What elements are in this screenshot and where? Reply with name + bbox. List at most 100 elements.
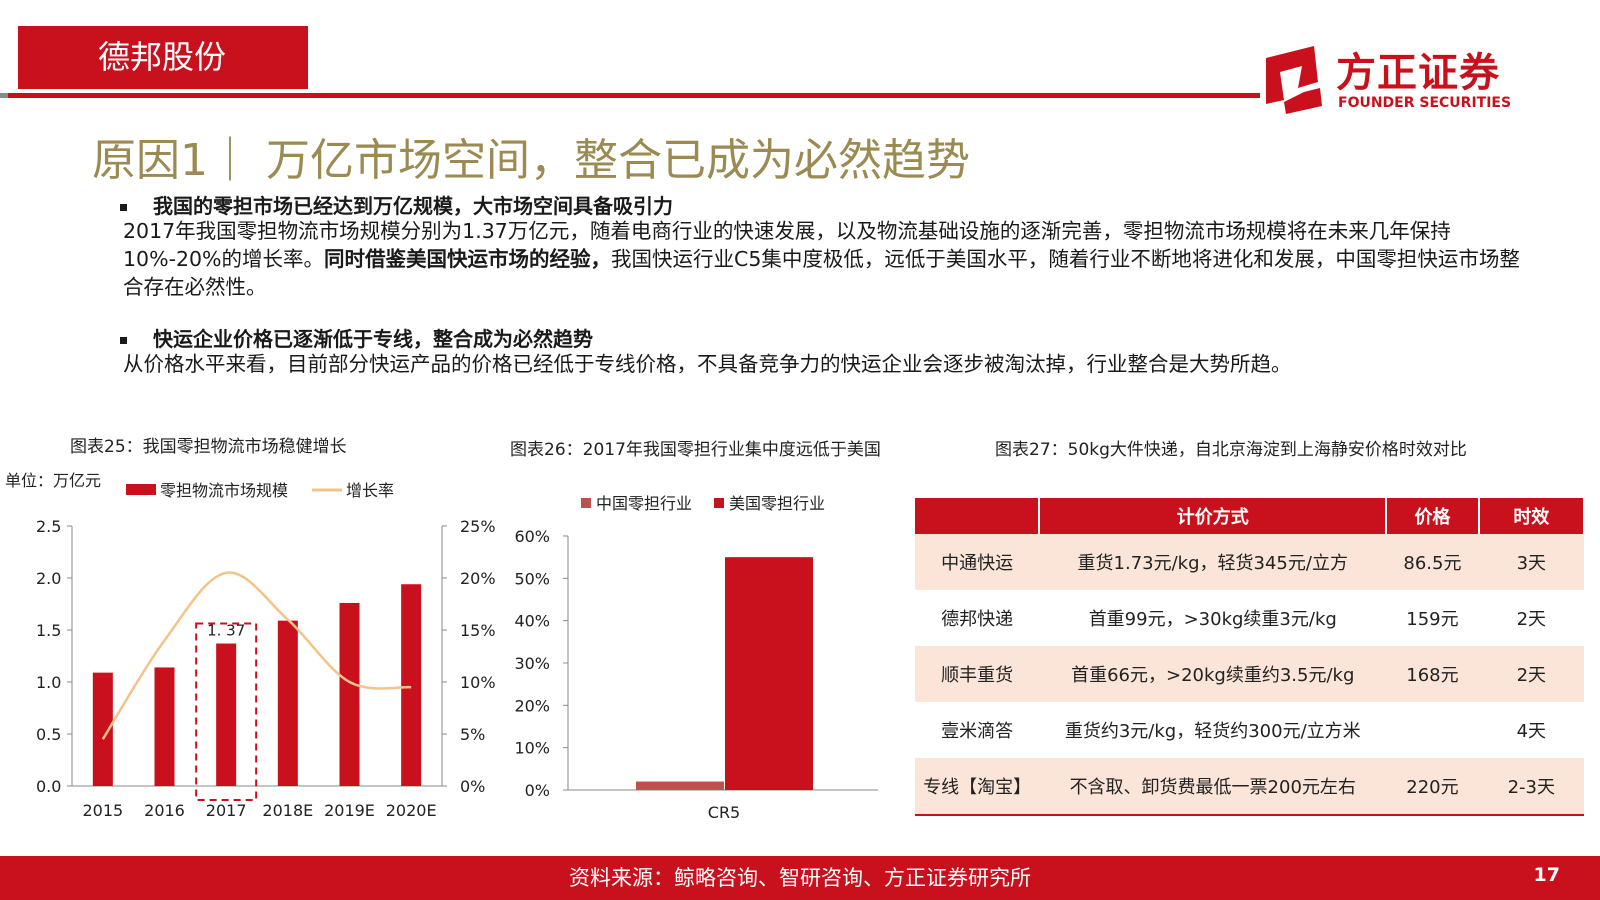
- y2-tick-label: 25%: [460, 517, 496, 536]
- bullet-icon: [120, 337, 127, 344]
- table-header-cell: 价格: [1386, 498, 1480, 534]
- legend-swatch: [714, 498, 724, 508]
- y-tick-label: 1.5: [36, 621, 61, 640]
- y2-tick-label: 20%: [460, 569, 496, 588]
- y-tick-label: 30%: [514, 654, 550, 673]
- brand-logo: 方正证券 FOUNDER SECURITIES: [1258, 40, 1538, 120]
- table-row: 壹米滴答 重货约3元/kg，轻货约300元/立方米 4天: [915, 702, 1584, 758]
- chart26-caption: 图表26：2017年我国零担行业集中度远低于美国: [510, 440, 881, 460]
- y2-tick-label: 15%: [460, 621, 496, 640]
- company-tag: 德邦股份: [18, 26, 308, 89]
- y2-tick-label: 10%: [460, 673, 496, 692]
- y-tick-label: 60%: [514, 527, 550, 546]
- y-tick-label: 10%: [514, 739, 550, 758]
- header-divider-accent: [0, 93, 8, 98]
- y-tick-label: 2.5: [36, 517, 61, 536]
- table-row: 德邦快递 首重99元，>30kg续重3元/kg 159元 2天: [915, 590, 1584, 646]
- legend-label: 增长率: [346, 481, 394, 500]
- table-header-row: 计价方式 价格 时效: [915, 498, 1586, 534]
- y2-tick-label: 5%: [460, 725, 485, 744]
- table-cell: 2天: [1516, 609, 1547, 630]
- bar: [725, 557, 813, 790]
- section1-heading-text: 我国的零担市场已经达到万亿规模，大市场空间具备吸引力: [153, 194, 673, 218]
- footer-bar: 资料来源：鲸略咨询、智研咨询、方正证券研究所 17: [0, 856, 1600, 900]
- table-cell: 专线【淘宝】: [915, 758, 1040, 816]
- bar: [339, 602, 360, 786]
- bar: [636, 781, 724, 790]
- table-row: 专线【淘宝】 不含取、卸货费最低一票200元左右 220元 2-3天: [915, 758, 1584, 816]
- bar: [92, 672, 113, 786]
- price-comparison-table: 计价方式 价格 时效 中通快运 重货1.73元/kg，轻货345元/立方 86.…: [915, 498, 1586, 816]
- slide-title: 原因1｜ 万亿市场空间，整合已成为必然趋势: [92, 135, 970, 186]
- section2-heading: 快运企业价格已逐渐低于专线，整合成为必然趋势: [120, 323, 593, 352]
- header-divider: [0, 93, 1260, 98]
- bar-annotation: 1. 37: [207, 622, 245, 640]
- table-row: 中通快运 重货1.73元/kg，轻货345元/立方 86.5元 3天: [915, 534, 1584, 590]
- brand-name: 方正证券: [1336, 50, 1500, 96]
- x-tick-label: 2016: [144, 801, 185, 820]
- y-tick-label: 2.0: [36, 569, 61, 588]
- table-cell: [1386, 702, 1478, 758]
- y2-tick-label: 0%: [460, 777, 485, 796]
- table-cell: 首重66元，>20kg续重约3.5元/kg: [1039, 646, 1387, 702]
- table-header-cell: 计价方式: [1039, 498, 1388, 534]
- chart25-caption: 图表25：我国零担物流市场稳健增长: [70, 437, 347, 457]
- legend-swatch: [581, 498, 591, 508]
- table-cell: 168元: [1386, 646, 1479, 702]
- table-header-cell: [915, 498, 1041, 534]
- table-cell: 4天: [1516, 721, 1547, 742]
- table-cell: 220元: [1386, 758, 1479, 816]
- bar: [277, 620, 298, 786]
- section1-paragraph: 2017年我国零担物流市场规模分别为1.37万亿元，随着电商行业的快速发展，以及…: [123, 217, 1523, 301]
- table-cell: 重货1.73元/kg，轻货345元/立方: [1039, 534, 1387, 590]
- table-cell: 德邦快递: [941, 609, 1014, 630]
- y-tick-label: 20%: [514, 696, 550, 715]
- legend-swatch: [126, 484, 156, 495]
- x-tick-label: 2017: [206, 801, 247, 820]
- highlight-box: [195, 622, 258, 801]
- bar: [216, 643, 237, 786]
- y-tick-label: 0.5: [36, 725, 61, 744]
- table-header-cell: 时效: [1478, 498, 1586, 534]
- bullet-icon: [120, 204, 127, 211]
- x-tick-label: 2018E: [262, 801, 313, 820]
- x-tick-label: 2019E: [324, 801, 375, 820]
- y-tick-label: 0%: [525, 781, 550, 800]
- growth-line: [101, 571, 412, 740]
- section1-text-b: 我国快运行业C5集中度极低，远低于美国水平，随着行业不断地将进化和发展，中国零担…: [123, 247, 1520, 299]
- table-cell: 2天: [1478, 646, 1584, 702]
- table-cell: 重货约3元/kg，轻货约300元/立方米: [1064, 721, 1361, 742]
- section1-heading: 我国的零担市场已经达到万亿规模，大市场空间具备吸引力: [120, 190, 673, 219]
- bar: [401, 584, 422, 786]
- table-cell: 3天: [1478, 534, 1584, 590]
- y-tick-label: 1.0: [36, 673, 61, 692]
- table27-caption: 图表27：50kg大件快递，自北京海淀到上海静安价格时效对比: [995, 440, 1467, 460]
- table-cell: 不含取、卸货费最低一票200元左右: [1039, 758, 1387, 816]
- y-tick-label: 50%: [514, 569, 550, 588]
- x-tick-label: 2015: [82, 801, 123, 820]
- section2-heading-text: 快运企业价格已逐渐低于专线，整合成为必然趋势: [153, 327, 593, 351]
- source-note: 资料来源：鲸略咨询、智研咨询、方正证券研究所: [569, 866, 1031, 890]
- x-tick-label: 2020E: [386, 801, 437, 820]
- section1-text-bold: 同时借鉴美国快运市场的经验，: [324, 247, 612, 271]
- x-tick-label: CR5: [708, 803, 740, 822]
- table-cell: 86.5元: [1386, 534, 1479, 590]
- table-cell: 159元: [1406, 609, 1459, 630]
- table-cell: 2-3天: [1478, 758, 1584, 816]
- table-cell: 中通快运: [915, 534, 1040, 590]
- section2-paragraph: 从价格水平来看，目前部分快运产品的价格已经低于专线价格，不具备竞争力的快运企业会…: [123, 352, 1292, 376]
- unit-label: 单位：万亿元: [5, 471, 101, 490]
- brand-name-en: FOUNDER SECURITIES: [1338, 95, 1512, 111]
- y-tick-label: 40%: [514, 612, 550, 631]
- legend-label: 零担物流市场规模: [160, 481, 288, 500]
- table-cell: 首重99元，>30kg续重3元/kg: [1088, 609, 1337, 630]
- cr5-chart: 中国零担行业 美国零担行业 0% 10% 20% 30% 40% 50% 60% CR5: [514, 494, 878, 822]
- table-cell: 顺丰重货: [915, 646, 1040, 702]
- legend-label: 中国零担行业: [596, 494, 692, 513]
- y-tick-label: 0.0: [36, 777, 61, 796]
- table-row: 顺丰重货 首重66元，>20kg续重约3.5元/kg 168元 2天: [915, 646, 1584, 702]
- table-cell: 壹米滴答: [941, 721, 1014, 742]
- founder-logo-icon: [1266, 46, 1322, 114]
- bar: [154, 667, 175, 786]
